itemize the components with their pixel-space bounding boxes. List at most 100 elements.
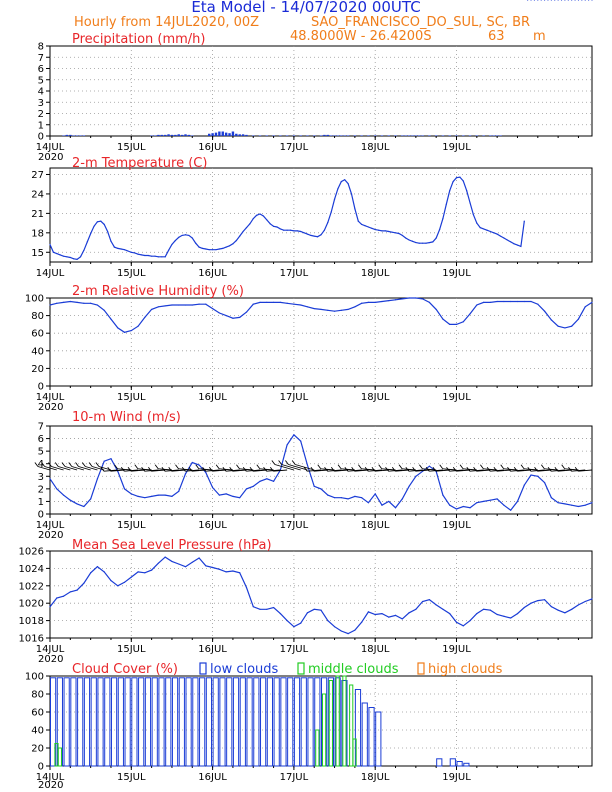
data-point [178,563,180,565]
data-point [93,225,95,227]
wind-barb-flag [337,464,342,470]
wind-barb [368,469,383,472]
data-point [550,606,552,608]
data-point [110,579,112,582]
x-tick-label: 18JUL [361,268,390,279]
wind-barb [212,469,227,472]
wind-barb-flag [568,466,572,472]
precip-bar [258,135,262,136]
low-cloud-bar [77,677,84,767]
data-point [571,608,573,610]
data-point [242,230,244,233]
wind-barb-flag [175,464,179,470]
data-point [581,0,583,1]
precip-bar [374,135,377,136]
panel-title: 2-m Temperature (C) [72,156,207,171]
wind-barb-flag [310,466,315,472]
data-point [306,464,309,466]
low-cloud-bar [83,677,91,767]
data-point [69,300,71,303]
data-point [56,252,58,255]
low-cloud-bar [90,677,97,767]
wind-barb-flag [547,466,552,472]
data-point [354,208,356,210]
low-cloud-bar [104,677,111,767]
data-point [279,228,281,230]
wind-barb [361,468,376,471]
x-tick-label: 16JUL [198,268,227,279]
data-point [323,229,325,231]
low-cloud-bar [253,677,260,767]
data-point [381,300,383,303]
x-tick-label: 16JUL [198,644,227,655]
precip-bar [401,135,404,136]
panel-title: Mean Sea Level Pressure (hPa) [72,538,272,553]
precip-bar [482,135,485,136]
data-point [347,498,349,500]
wind-barb-flag [34,462,39,467]
data-point [245,227,248,229]
data-point [377,229,380,231]
wind-barb-flag [269,466,274,472]
middle-cloud-bar [352,738,357,767]
y-tick-label: 4 [38,459,44,470]
wind-barb-flag [513,466,518,472]
data-point [276,226,278,228]
wind-barb [191,469,206,472]
data-point [347,633,349,635]
middle-cloud-bar [328,680,333,767]
data-point [564,503,566,505]
data-point [181,234,183,237]
data-point [52,251,54,253]
x-tick-label: 14JUL [36,772,65,783]
x-tick-label: 19JUL [442,142,471,153]
data-point [496,233,498,235]
chart-coords: 48.8000W - 26.4200S [290,29,432,44]
wind-barb-flag [61,462,66,467]
data-point [130,493,132,495]
data-point [272,225,275,227]
data-point [218,248,220,250]
data-point [56,302,58,304]
data-point [174,240,176,242]
data-point [557,609,559,611]
data-point [313,307,315,310]
data-point [591,598,593,600]
data-point [361,497,363,499]
data-point [269,223,271,225]
y-tick-label: 2 [38,109,44,120]
wind-barb-flag [500,464,505,470]
data-point [320,609,322,611]
wind-barb [131,469,145,472]
data-point [415,297,417,299]
y-tick-label: 80 [31,690,44,701]
data-point [144,254,146,257]
data-point [591,301,593,303]
wind-barb-flag [486,466,491,472]
wind-barb-flag [412,466,416,472]
data-point [300,304,302,306]
middle-cloud-bar [349,684,354,767]
data-point [303,232,305,234]
precip-bar [441,135,445,136]
low-cloud-bar [293,677,301,767]
data-point [384,230,386,232]
wind-barb-flag [48,462,52,467]
data-point [510,300,512,303]
precip-bar [167,134,170,136]
wind-barb-flag [520,464,525,470]
data-point [435,237,437,239]
data-point [154,255,156,257]
wind-barb [171,469,186,472]
wind-barb [551,469,565,472]
chart-elevation-unit: m [533,29,546,44]
y-tick-label: 20 [31,364,44,375]
low-cloud-bar [110,677,118,767]
y-tick-label: 15 [31,248,44,259]
data-point [571,504,573,506]
data-point [489,499,491,501]
data-point [252,606,254,608]
wind-barb-flag [534,466,538,472]
wind-barb-flag [425,466,430,472]
x-tick-label: 14JUL [36,142,65,153]
